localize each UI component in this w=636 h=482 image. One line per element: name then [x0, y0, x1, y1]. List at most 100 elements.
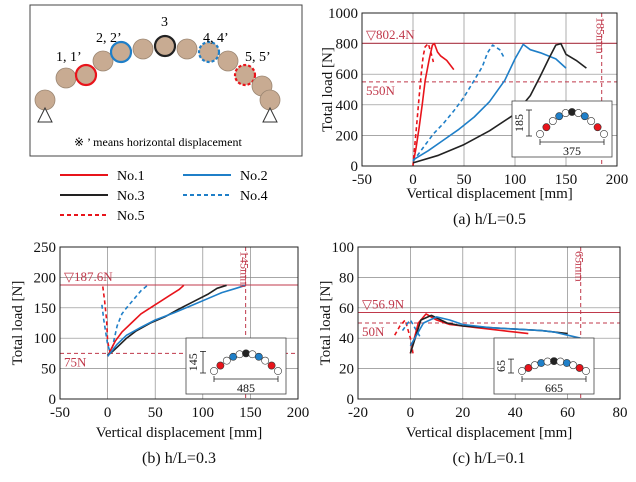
inset-node — [555, 112, 564, 121]
arch-node — [55, 67, 77, 89]
displacement-note: ※ ’ means horizontal displacement — [74, 135, 242, 149]
inset-node — [550, 357, 558, 365]
node-label-5: 5, 5’ — [245, 50, 271, 65]
x-axis-title: Vertical displacement [mm] — [406, 186, 573, 202]
series-line — [106, 284, 185, 357]
arch-node — [217, 50, 239, 72]
x-tick-label: 50 — [148, 405, 163, 421]
inset-arch: 185 375 — [511, 100, 613, 158]
support-left-icon — [37, 106, 53, 123]
x-tick-label: 80 — [613, 405, 628, 421]
x-tick-label: 0 — [409, 172, 417, 188]
inset-node — [543, 357, 552, 366]
arch-diagram — [34, 34, 281, 123]
series-line — [101, 284, 149, 352]
inset-node — [254, 352, 263, 361]
chart-caption: (b) h/L=0.3 — [142, 450, 216, 467]
inset-node — [561, 109, 570, 117]
inset-height-label: 65 — [494, 360, 508, 372]
inset-node — [524, 364, 533, 372]
reference-line-label: ▽56.9N — [362, 297, 405, 312]
inset-node — [593, 123, 602, 132]
x-tick-label: 0 — [407, 405, 415, 421]
node-label-2: 2, 2’ — [96, 31, 122, 46]
reference-line-label: ▽187.6N — [64, 269, 113, 284]
y-tick-label: 150 — [34, 301, 57, 317]
y-tick-label: 20 — [339, 362, 354, 378]
arch-node — [109, 40, 133, 64]
reference-line-label: 65mm — [573, 251, 587, 282]
inset-node — [568, 108, 576, 116]
plot-frame — [59, 246, 299, 400]
y-tick-label: 800 — [336, 37, 359, 53]
x-tick-label: 40 — [508, 405, 523, 421]
series-line — [412, 43, 567, 161]
inset-span-label: 375 — [563, 144, 581, 158]
inset-node — [274, 367, 282, 375]
series-line — [412, 44, 506, 162]
inset-node — [556, 357, 565, 366]
plot-frame — [357, 246, 621, 400]
plot-frame — [361, 12, 618, 167]
y-tick-label: 0 — [351, 159, 359, 175]
inset-node — [235, 350, 244, 359]
chart-caption: (c) h/L=0.1 — [453, 450, 526, 467]
y-axis-title: Total load [N] — [318, 281, 334, 366]
inset-node — [210, 367, 218, 375]
series-line — [409, 316, 581, 347]
x-tick-label: -20 — [348, 405, 368, 421]
arch-node — [176, 38, 198, 60]
inset-node — [261, 356, 270, 365]
x-tick-label: 150 — [555, 172, 578, 188]
node-label-4: 4, 4’ — [203, 31, 229, 46]
y-tick-label: 60 — [339, 301, 354, 317]
x-tick-label: -50 — [352, 172, 372, 188]
x-axis-title: Vertical displacement [mm] — [406, 425, 573, 441]
reference-line-label: 550N — [366, 83, 396, 98]
reference-line-label: ▽802.4N — [366, 27, 415, 42]
inset-node — [582, 367, 590, 375]
support-right-icon — [262, 106, 278, 123]
x-tick-label: 200 — [606, 172, 629, 188]
inset-node — [216, 361, 225, 370]
y-axis-title: Total load [N] — [10, 281, 26, 366]
inset-node — [575, 364, 584, 372]
y-tick-label: 80 — [339, 270, 354, 286]
x-tick-label: 100 — [504, 172, 527, 188]
inset-node — [587, 117, 596, 125]
legend-label-no4: No.4 — [240, 189, 268, 204]
reference-line-label: 50N — [362, 324, 385, 339]
inset-node — [518, 367, 526, 375]
reference-line-label: 185mm — [594, 17, 608, 54]
y-tick-label: 0 — [347, 392, 355, 408]
x-tick-label: 50 — [457, 172, 472, 188]
inset-span-label: 485 — [237, 381, 255, 395]
legend-label-no5: No.5 — [117, 209, 145, 224]
inset-height-label: 185 — [512, 114, 526, 132]
y-tick-label: 40 — [339, 331, 354, 347]
legend-label-no1: No.1 — [117, 169, 145, 184]
x-tick-label: 100 — [192, 405, 215, 421]
arch-node — [233, 63, 257, 87]
reference-line-label: 145mm — [238, 251, 252, 288]
inset-arch: 145 485 — [185, 337, 287, 395]
x-tick-label: 20 — [455, 405, 470, 421]
x-tick-label: 200 — [287, 405, 310, 421]
reference-line-label: 75N — [64, 354, 87, 369]
y-tick-label: 50 — [41, 362, 56, 378]
x-axis-title: Vertical displacement [mm] — [96, 425, 263, 441]
inset-node — [542, 123, 551, 132]
inset-node — [242, 349, 250, 358]
arch-node — [74, 63, 98, 87]
inset-height-label: 145 — [186, 353, 200, 371]
node-label-3: 3 — [161, 15, 168, 30]
x-tick-label: 60 — [560, 405, 575, 421]
x-tick-label: 150 — [239, 405, 262, 421]
node-label-1: 1, 1’ — [56, 50, 82, 65]
series-line — [412, 42, 435, 167]
inset-node — [548, 117, 557, 125]
